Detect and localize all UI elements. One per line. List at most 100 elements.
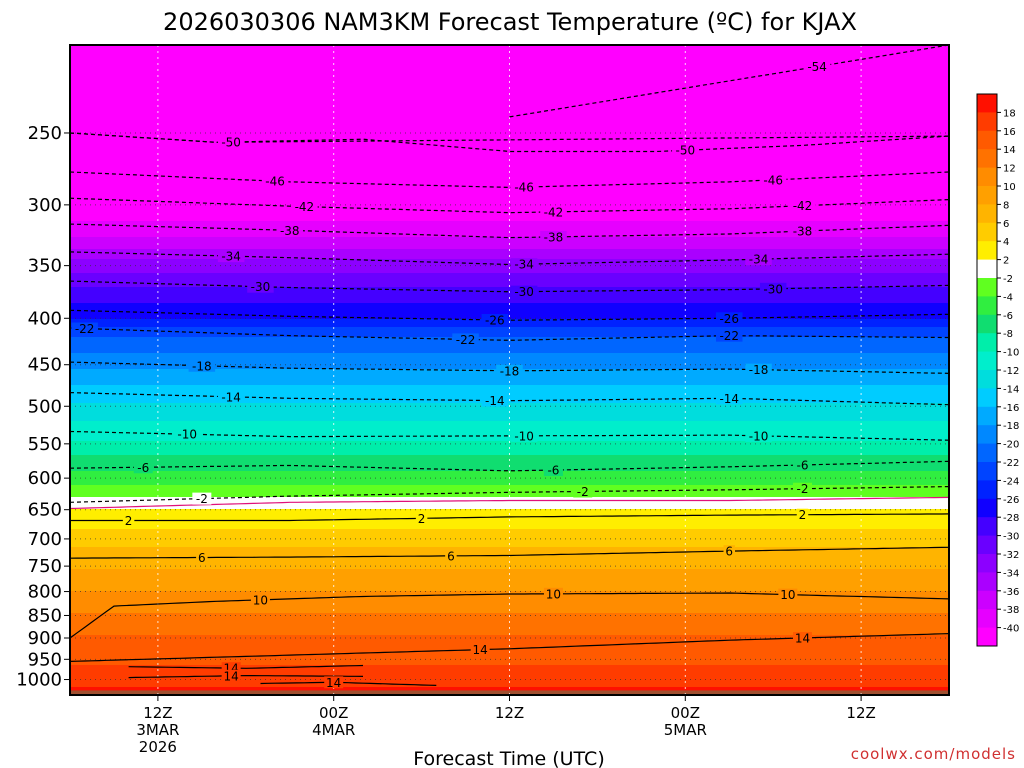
contour-label: 10 bbox=[546, 587, 561, 601]
fill-band bbox=[70, 77, 949, 80]
fill-band bbox=[70, 527, 949, 530]
fill-band bbox=[70, 245, 949, 248]
fill-band bbox=[70, 685, 949, 688]
fill-band bbox=[70, 419, 949, 422]
credit-link[interactable]: coolwx.com/models bbox=[851, 745, 1016, 763]
fill-band bbox=[70, 203, 949, 206]
fill-band bbox=[70, 397, 949, 400]
contour-label: 14 bbox=[224, 669, 239, 683]
fill-band bbox=[70, 247, 949, 250]
contour-label: -38 bbox=[793, 225, 813, 239]
fill-band bbox=[70, 287, 949, 290]
fill-band bbox=[70, 137, 949, 140]
fill-band bbox=[70, 307, 949, 310]
x-tick-label: 12Z bbox=[495, 704, 524, 722]
fill-band bbox=[70, 299, 949, 302]
fill-band bbox=[70, 425, 949, 428]
colorbar-label: -22 bbox=[1003, 458, 1019, 469]
fill-band bbox=[70, 493, 949, 496]
fill-band bbox=[70, 385, 949, 388]
fill-band bbox=[70, 239, 949, 242]
contour-label-bg bbox=[196, 551, 208, 564]
fill-band bbox=[70, 631, 949, 634]
fill-band bbox=[70, 55, 949, 58]
contour-label-bg bbox=[452, 333, 479, 346]
fill-band bbox=[70, 641, 949, 644]
fill-band bbox=[70, 617, 949, 620]
colorbar-swatch bbox=[977, 590, 997, 610]
contour-label-bg bbox=[573, 485, 593, 498]
fill-band bbox=[70, 103, 949, 106]
fill-band bbox=[70, 445, 949, 448]
y-tick-label: 950 bbox=[28, 649, 62, 670]
colorbar-label: -32 bbox=[1003, 550, 1019, 561]
fill-band bbox=[70, 565, 949, 568]
colorbar-swatch bbox=[977, 572, 997, 592]
fill-band bbox=[70, 71, 949, 74]
fill-band bbox=[70, 661, 949, 664]
fill-band bbox=[70, 461, 949, 464]
colorbar-label: 4 bbox=[1003, 237, 1009, 248]
contour-label: -34 bbox=[221, 250, 241, 264]
fill-band bbox=[70, 601, 949, 604]
contour-label-bg bbox=[793, 482, 812, 495]
fill-band bbox=[70, 439, 949, 442]
fill-band bbox=[70, 349, 949, 352]
contour-label: -2 bbox=[797, 482, 809, 496]
colorbar-label: 8 bbox=[1003, 200, 1009, 211]
fill-band bbox=[70, 167, 949, 170]
contour-label-bg bbox=[745, 253, 772, 266]
contour-label-bg bbox=[803, 60, 831, 73]
fill-band bbox=[70, 271, 949, 274]
fill-band bbox=[70, 215, 949, 218]
contour-label: -34 bbox=[749, 253, 769, 267]
contour-label-bg bbox=[716, 329, 743, 342]
fill-band bbox=[70, 211, 949, 214]
fill-band bbox=[70, 541, 949, 544]
contour-label: -42 bbox=[544, 205, 564, 219]
colorbar-swatch bbox=[977, 462, 997, 481]
fill-band bbox=[70, 637, 949, 640]
contour-label-bg bbox=[192, 492, 212, 505]
colorbar-swatch bbox=[977, 167, 997, 187]
x-tick-label: 3MAR bbox=[136, 721, 179, 739]
contour-label-bg bbox=[793, 458, 812, 471]
fill-band bbox=[70, 665, 949, 668]
contour-label-bg bbox=[415, 512, 428, 525]
fill-band bbox=[70, 589, 949, 592]
contour-label-bg bbox=[510, 181, 538, 194]
fill-band bbox=[70, 89, 949, 92]
fill-band bbox=[70, 317, 949, 320]
fill-band bbox=[70, 455, 949, 458]
fill-band bbox=[70, 469, 949, 472]
colorbar-label: 2 bbox=[1003, 256, 1009, 267]
contour-label-bg bbox=[723, 545, 735, 558]
contour-label-bg bbox=[759, 173, 787, 186]
fill-band bbox=[70, 653, 949, 656]
fill-band bbox=[70, 611, 949, 614]
fill-band bbox=[70, 505, 949, 508]
fill-band bbox=[70, 121, 949, 124]
fill-band bbox=[70, 383, 949, 386]
fill-band bbox=[70, 85, 949, 88]
fill-band bbox=[70, 487, 949, 490]
fill-band bbox=[70, 221, 949, 224]
fill-band bbox=[70, 295, 949, 298]
fill-band bbox=[70, 187, 949, 190]
y-tick-label: 450 bbox=[28, 355, 62, 376]
contour-label-bg bbox=[276, 224, 303, 237]
plot-area: -54 -50 -50 -46 -46 -46 -42 -42 -42 -38 -38 -38 -34 -… bbox=[69, 44, 950, 696]
contour-line bbox=[70, 592, 949, 639]
fill-band bbox=[70, 563, 949, 566]
colorbar-swatch bbox=[977, 149, 997, 168]
colorbar-label: 14 bbox=[1003, 145, 1016, 156]
fill-band bbox=[70, 205, 949, 208]
contour-label: 10 bbox=[780, 588, 795, 602]
contour-label-bg bbox=[510, 258, 538, 271]
x-tick-label: 00Z bbox=[671, 704, 700, 722]
fill-band bbox=[70, 53, 949, 56]
fill-band bbox=[70, 619, 949, 622]
contour-label: -10 bbox=[749, 429, 769, 443]
contour-label-bg bbox=[173, 428, 201, 441]
fill-band bbox=[70, 343, 949, 346]
